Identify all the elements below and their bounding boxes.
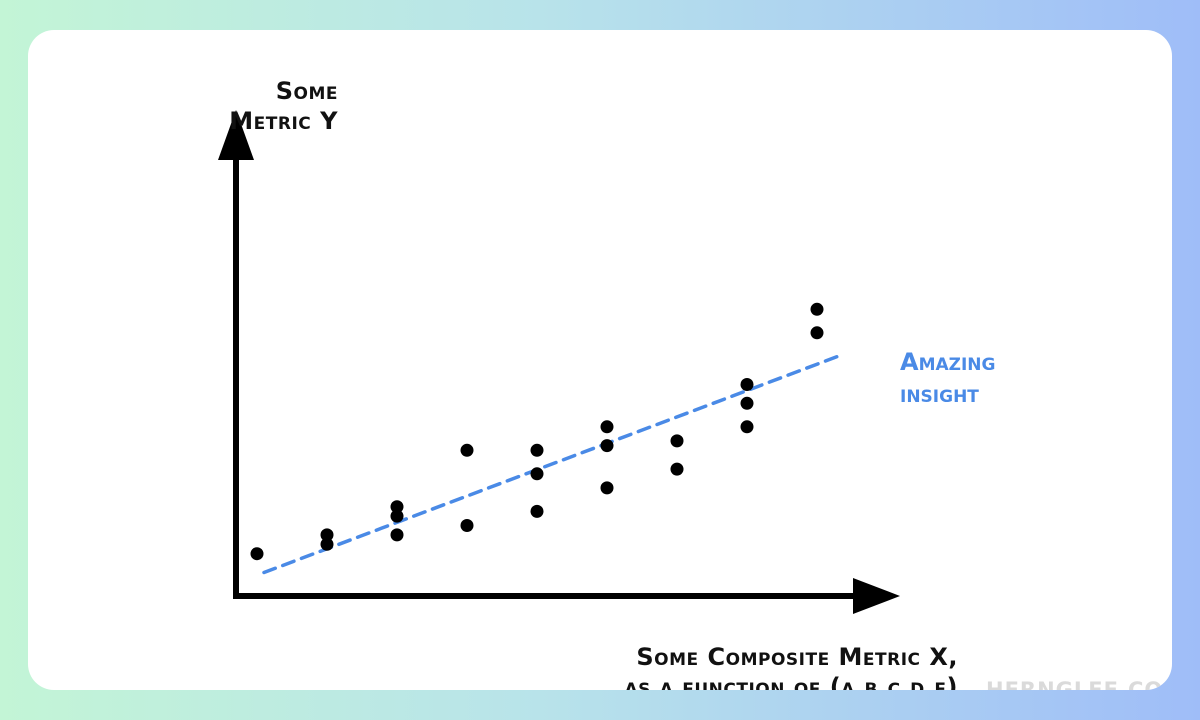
x-axis-arrow bbox=[853, 578, 900, 614]
data-point bbox=[390, 509, 404, 523]
data-point bbox=[600, 481, 614, 495]
data-point bbox=[810, 302, 824, 316]
data-point bbox=[250, 547, 264, 561]
x-axis-label: Some Composite Metric X, as a function o… bbox=[568, 642, 958, 690]
data-point bbox=[320, 528, 334, 542]
annotation-line-2: insight bbox=[900, 380, 979, 408]
y-axis-label-line-1: Some bbox=[275, 77, 338, 105]
chart-card: Some Metric Y Some Composite Metric X, a… bbox=[28, 30, 1172, 690]
watermark: HERNGLEE.COM bbox=[986, 678, 1172, 690]
data-point bbox=[460, 519, 474, 532]
scatter-chart bbox=[218, 110, 900, 614]
data-point bbox=[740, 396, 754, 410]
data-point bbox=[740, 420, 754, 434]
data-point bbox=[670, 434, 684, 448]
data-point bbox=[530, 467, 544, 481]
data-point bbox=[460, 443, 474, 457]
data-point bbox=[530, 504, 544, 518]
data-point bbox=[740, 378, 754, 391]
data-point bbox=[320, 537, 334, 551]
y-axis-label: Some Metric Y bbox=[148, 76, 338, 136]
x-axis-label-line-2: as a function of (a,b,c,d,e) bbox=[624, 673, 958, 690]
y-axis-label-line-2: Metric Y bbox=[229, 107, 338, 135]
data-point bbox=[530, 443, 544, 457]
y-axis-arrow bbox=[218, 110, 254, 160]
data-point bbox=[810, 326, 824, 340]
trendline bbox=[262, 354, 840, 575]
data-point bbox=[600, 420, 614, 434]
data-point bbox=[600, 439, 614, 453]
trendline-annotation: Amazing insight bbox=[900, 346, 995, 410]
data-point bbox=[670, 462, 684, 476]
x-axis-label-line-1: Some Composite Metric X, bbox=[636, 643, 958, 671]
data-point bbox=[390, 500, 404, 514]
data-point bbox=[390, 528, 404, 542]
annotation-line-1: Amazing bbox=[900, 348, 996, 376]
